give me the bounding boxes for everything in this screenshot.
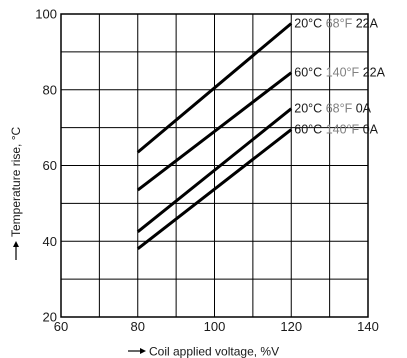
series-label: 20°C 68°F 22A <box>294 16 378 30</box>
plot-frame <box>60 13 369 318</box>
x-axis-arrow-head <box>140 348 146 354</box>
series-label-celsius: 60°C <box>294 123 322 137</box>
x-axis-label-group: Coil applied voltage, %V <box>128 345 279 358</box>
series-label-fahrenheit: 68°F <box>326 102 353 116</box>
y-tick-label: 20 <box>43 310 57 325</box>
series-label-current: 0A <box>356 102 372 116</box>
series-label-current: 22A <box>363 66 386 80</box>
series-label-celsius: 60°C <box>294 66 322 80</box>
y-axis-label-group: Temperature rise, °C <box>9 126 23 260</box>
x-tick-label: 140 <box>357 319 379 334</box>
series-line <box>136 22 293 154</box>
series-label-celsius: 20°C <box>294 102 322 116</box>
series-label-fahrenheit: 68°F <box>326 16 353 30</box>
y-axis-label: Temperature rise, °C <box>9 126 23 237</box>
x-tick-label: 80 <box>131 319 145 334</box>
x-axis-label: Coil applied voltage, %V <box>149 345 279 358</box>
x-tick-label: 100 <box>204 319 226 334</box>
series-line <box>136 128 293 251</box>
x-tick-label: 120 <box>280 319 302 334</box>
series-label-fahrenheit: 140°F <box>326 66 360 80</box>
grid <box>61 14 368 317</box>
x-tick-label: 60 <box>54 319 68 334</box>
y-tick-label: 40 <box>43 234 57 249</box>
tick-labels: 60 80 100 120 140 20 40 60 80 100 <box>35 7 379 335</box>
y-tick-label: 60 <box>43 158 57 173</box>
series-label: 60°C 140°F 0A <box>294 123 378 137</box>
series-line <box>136 71 293 192</box>
y-tick-label: 80 <box>43 82 57 97</box>
series-label: 60°C 140°F 22A <box>294 66 385 80</box>
series-line <box>136 107 293 233</box>
series-label: 20°C 68°F 0A <box>294 102 371 116</box>
series-label-current: 22A <box>356 16 379 30</box>
y-axis-arrow-head <box>13 241 19 247</box>
series-label-fahrenheit: 140°F <box>326 123 360 137</box>
series-label-celsius: 20°C <box>294 16 322 30</box>
y-tick-label: 100 <box>35 7 57 22</box>
series-label-current: 0A <box>363 123 379 137</box>
